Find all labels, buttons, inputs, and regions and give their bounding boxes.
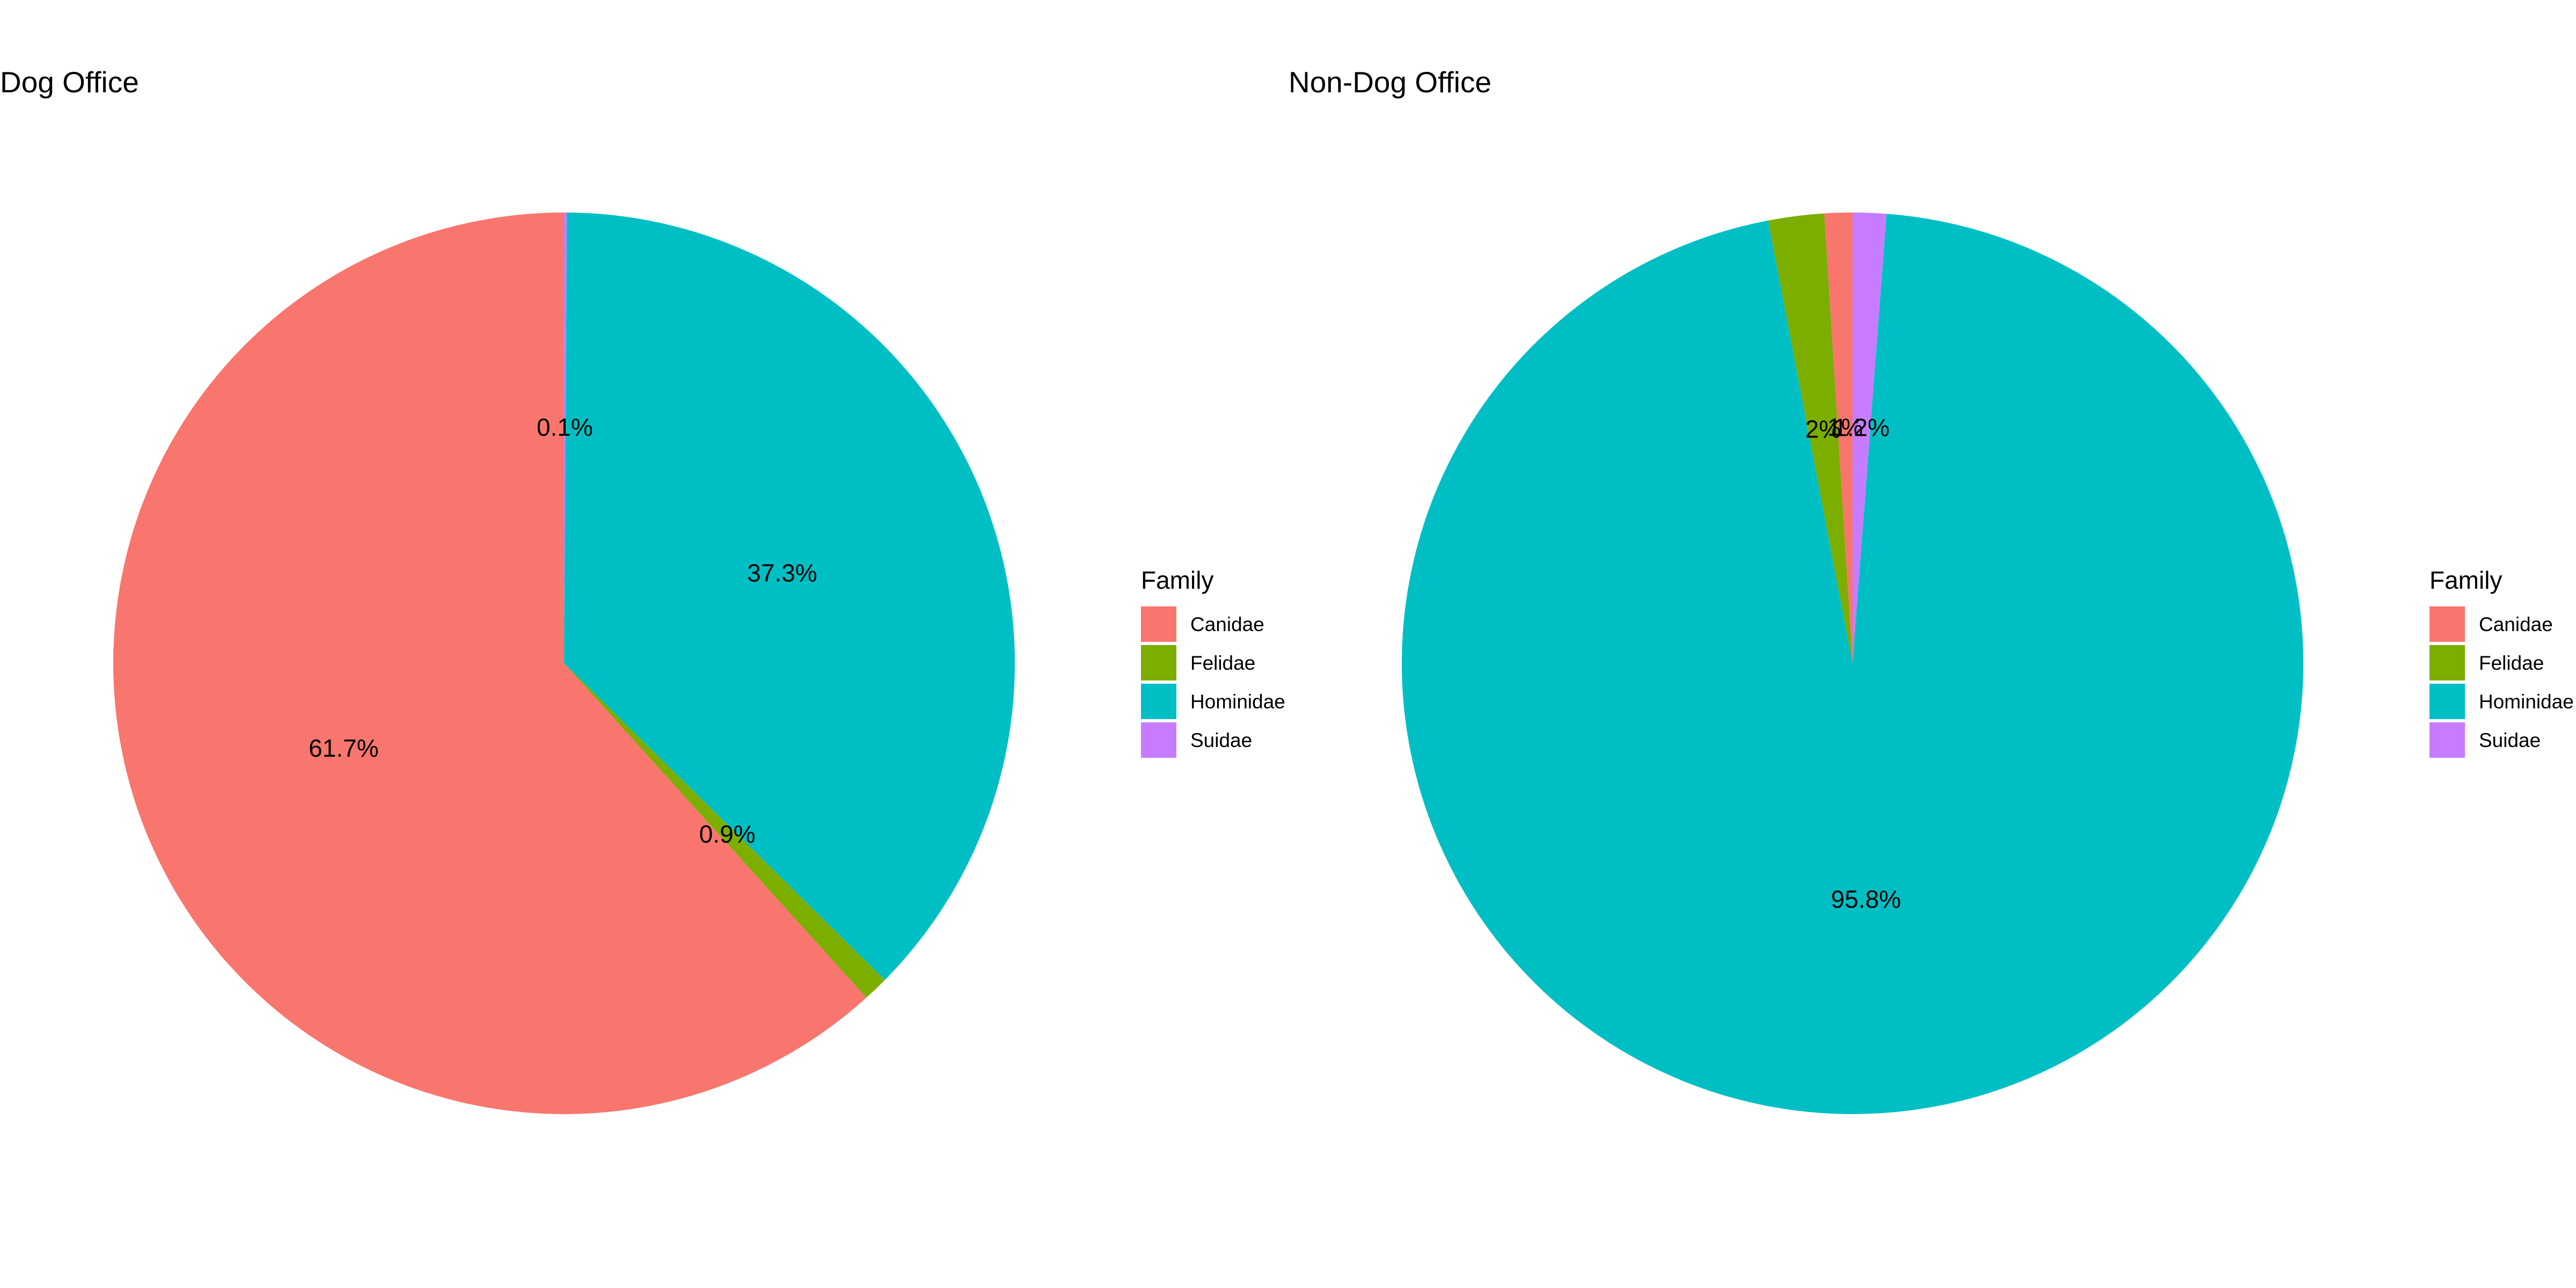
dog-office-label-hominidae: 37.3%: [747, 559, 817, 587]
dog-office-label-suidae: 0.1%: [537, 413, 593, 441]
dog-office-legend-label-suidae: Suidae: [1190, 729, 1252, 751]
dog-office-panel: Dog Office 0.1% 37.3% 0.9% 61.7% Family Can…: [0, 65, 1285, 1114]
non-dog-office-legend-key-canidae: [2429, 606, 2465, 642]
non-dog-office-slice-hominidae: [1401, 214, 2303, 1115]
non-dog-office-label-suidae: 1.2%: [1833, 413, 1890, 441]
dog-office-legend-title: Family: [1141, 566, 1213, 594]
non-dog-office-legend-label-hominidae: Hominidae: [2479, 691, 2574, 713]
dog-office-legend-key-hominidae: [1141, 684, 1176, 719]
non-dog-office-label-felidae: 2%: [1805, 415, 1841, 443]
dog-office-legend-label-felidae: Felidae: [1190, 652, 1255, 674]
dog-office-legend-label-canidae: Canidae: [1190, 613, 1264, 635]
dog-office-legend-key-suidae: [1141, 722, 1176, 758]
dog-office-label-felidae: 0.9%: [699, 820, 756, 848]
dog-office-slice-felidae: [564, 663, 885, 998]
dog-office-legend-key-felidae: [1141, 645, 1176, 680]
dog-office-label-canidae: 61.7%: [309, 734, 378, 762]
non-dog-office-label-canidae: 1%: [1827, 413, 1863, 441]
non-dog-office-legend-label-suidae: Suidae: [2479, 729, 2541, 751]
dog-office-slice-hominidae: [564, 213, 1015, 980]
non-dog-office-slice-felidae: [1768, 213, 1853, 663]
dog-office-slice-labels: 0.1% 37.3% 0.9% 61.7%: [309, 413, 817, 848]
non-dog-office-slice-canidae: [1824, 213, 1853, 663]
non-dog-office-legend-key-felidae: [2429, 645, 2465, 680]
non-dog-office-slice-suidae: [1853, 213, 1887, 663]
dog-office-legend: Family Canidae Felidae Hominidae Suidae: [1141, 566, 1285, 758]
non-dog-office-legend-key-hominidae: [2429, 684, 2465, 719]
non-dog-office-legend-label-felidae: Felidae: [2479, 652, 2544, 674]
dog-office-title: Dog Office: [0, 65, 139, 99]
non-dog-office-legend-title: Family: [2429, 566, 2502, 594]
non-dog-office-legend: Family Canidae Felidae Hominidae Suidae: [2429, 566, 2574, 758]
dog-office-pie: [113, 213, 1015, 1114]
non-dog-office-title: Non-Dog Office: [1289, 65, 1491, 99]
non-dog-office-panel: Non-Dog Office 1.2% 95.8% 2%1% Family Cani…: [1289, 65, 2574, 1115]
dog-office-legend-key-canidae: [1141, 606, 1176, 642]
non-dog-office-legend-key-suidae: [2429, 722, 2465, 758]
dog-office-slice-suidae: [564, 213, 567, 663]
non-dog-office-pie: [1401, 213, 2303, 1115]
non-dog-office-label-hominidae: 95.8%: [1831, 885, 1901, 913]
non-dog-office-legend-label-canidae: Canidae: [2479, 613, 2553, 635]
dog-office-slice-canidae: [113, 213, 867, 1114]
dog-office-legend-label-hominidae: Hominidae: [1190, 691, 1285, 713]
non-dog-office-slice-labels: 1.2% 95.8% 2%1%: [1805, 413, 1901, 913]
